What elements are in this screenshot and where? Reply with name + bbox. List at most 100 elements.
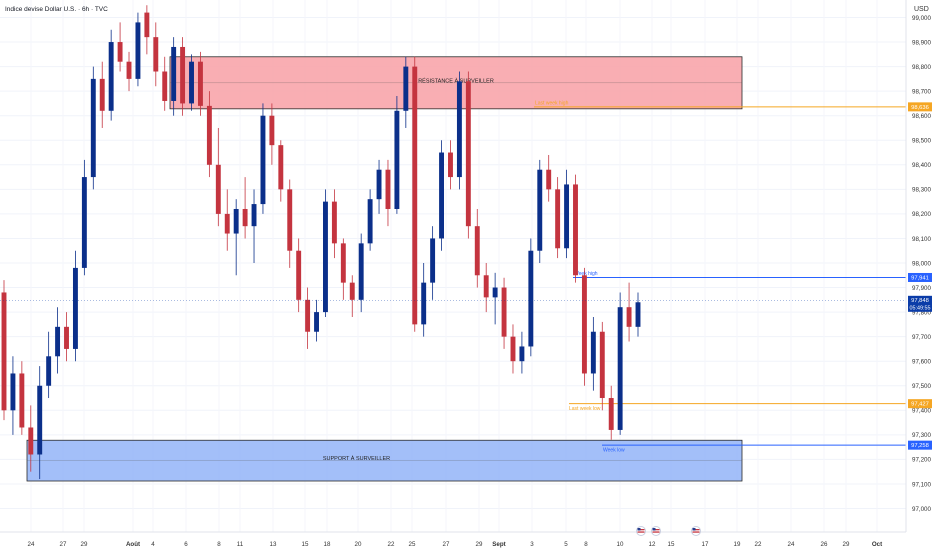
candle-body — [269, 115, 275, 146]
level-label: Last week high — [535, 100, 569, 106]
candle-body — [501, 287, 507, 337]
candles-layer — [1, 5, 641, 480]
candle-body — [233, 208, 239, 234]
candle-body — [412, 66, 418, 325]
candle-body — [287, 189, 293, 251]
level-price-tag — [908, 272, 932, 282]
candle-body — [403, 66, 409, 111]
time-axis[interactable]: 24 27 29 Août 4 6 8 11 13 15 18 20 22 25 27 29 Sept 3 5 8 10… — [0, 531, 906, 548]
zones-layer: RÉSISTANCE À SURVEILLER SUPPORT À SURVEIL… — [26, 56, 743, 482]
candle-body — [162, 71, 168, 101]
price-tick-label: 98,900 — [912, 39, 931, 46]
candle-body — [439, 152, 445, 239]
time-tick-label: 6 — [184, 541, 188, 548]
time-tick-label: 25 — [409, 541, 416, 548]
candle-body — [55, 326, 61, 357]
candle-body — [465, 81, 471, 227]
currency-label: USD — [914, 6, 929, 13]
price-tick-label: 98,700 — [912, 88, 931, 95]
candle-body — [117, 42, 123, 62]
candle-body — [251, 204, 257, 227]
candle-body — [394, 110, 400, 209]
candle-body — [72, 267, 78, 349]
candle-body — [448, 152, 453, 178]
candle-body — [608, 398, 614, 430]
price-tick-label: 98,800 — [912, 64, 931, 71]
level-label: Week low — [603, 448, 625, 454]
candle-body — [528, 250, 534, 347]
candle-body — [278, 145, 284, 190]
us-flag-event-icon[interactable] — [651, 526, 661, 536]
price-tick-label: 99,000 — [912, 15, 931, 22]
time-tick-label: 8 — [584, 541, 588, 548]
candle-body — [358, 243, 364, 300]
candle-body — [171, 46, 177, 101]
candle-body — [564, 184, 570, 249]
time-tick-label: 22 — [388, 541, 395, 548]
candle-body — [367, 199, 373, 244]
candle-body — [180, 46, 186, 104]
time-tick-label: 3 — [530, 541, 534, 548]
candle-body — [590, 331, 596, 374]
candle-body — [224, 213, 230, 234]
candle-body — [153, 37, 159, 72]
candle-body — [99, 78, 105, 111]
candle-body — [144, 12, 150, 38]
time-tick-label: 12 — [649, 541, 656, 548]
candle-body — [573, 184, 578, 276]
level-price-label: 97,258 — [911, 443, 929, 449]
current-price-label: 97,848 — [911, 298, 929, 304]
levels-layer: Last week high Week high Last week low Week… — [534, 100, 906, 454]
time-tick-label: 8 — [217, 541, 221, 548]
level-label: Week high — [574, 271, 598, 277]
time-tick-label: 27 — [60, 541, 67, 548]
candle-body — [260, 115, 266, 205]
price-tick-label: 97,200 — [912, 457, 931, 464]
level-price-label: 97,941 — [911, 275, 929, 281]
candle-body — [474, 226, 480, 276]
candle-body — [546, 169, 552, 190]
price-tick-label: 97,300 — [912, 432, 931, 439]
candle-body — [483, 275, 489, 298]
level-price-label: 98,636 — [911, 105, 929, 111]
time-tick-label: 5 — [564, 541, 568, 548]
price-tick-label: 97,000 — [912, 506, 931, 513]
candle-body — [215, 164, 221, 214]
candle-body — [626, 307, 632, 327]
candle-body — [510, 336, 516, 362]
price-tick-label: 97,900 — [912, 285, 931, 292]
time-tick-label: 19 — [734, 541, 741, 548]
candle-body — [635, 302, 641, 327]
time-tick-label: 29 — [476, 541, 483, 548]
us-flag-event-icon[interactable] — [691, 526, 701, 536]
candle-body — [456, 81, 462, 178]
candle-body — [581, 275, 587, 374]
price-axis[interactable]: USD 99,000 98,900 98,800 98,700 98,600 98,500… — [905, 0, 932, 532]
candle-body — [19, 373, 25, 428]
candle-body — [519, 346, 525, 362]
price-tick-label: 98,500 — [912, 138, 931, 145]
candle-body — [10, 373, 16, 411]
price-tick-label: 97,500 — [912, 383, 931, 390]
candle-body — [46, 356, 52, 386]
time-tick-label: 15 — [302, 541, 309, 548]
time-tick-label: 18 — [324, 541, 331, 548]
us-flag-event-icon[interactable] — [636, 526, 646, 536]
event-markers[interactable] — [636, 526, 701, 536]
chart-title: Indice devise Dollar U.S. · 6h · TVC — [5, 6, 108, 13]
candle-body — [331, 201, 337, 244]
time-tick-label: 22 — [755, 541, 762, 548]
time-tick-label: 11 — [237, 541, 244, 548]
candle-body — [37, 385, 43, 455]
candle-body — [81, 177, 87, 268]
countdown-label: 05:49:55 — [910, 305, 931, 311]
price-tick-label: 98,000 — [912, 260, 931, 267]
candle-body — [555, 189, 561, 249]
candle-body — [135, 22, 141, 79]
candle-body — [1, 292, 7, 411]
time-tick-label: 24 — [788, 541, 795, 548]
candle-body — [206, 105, 212, 165]
